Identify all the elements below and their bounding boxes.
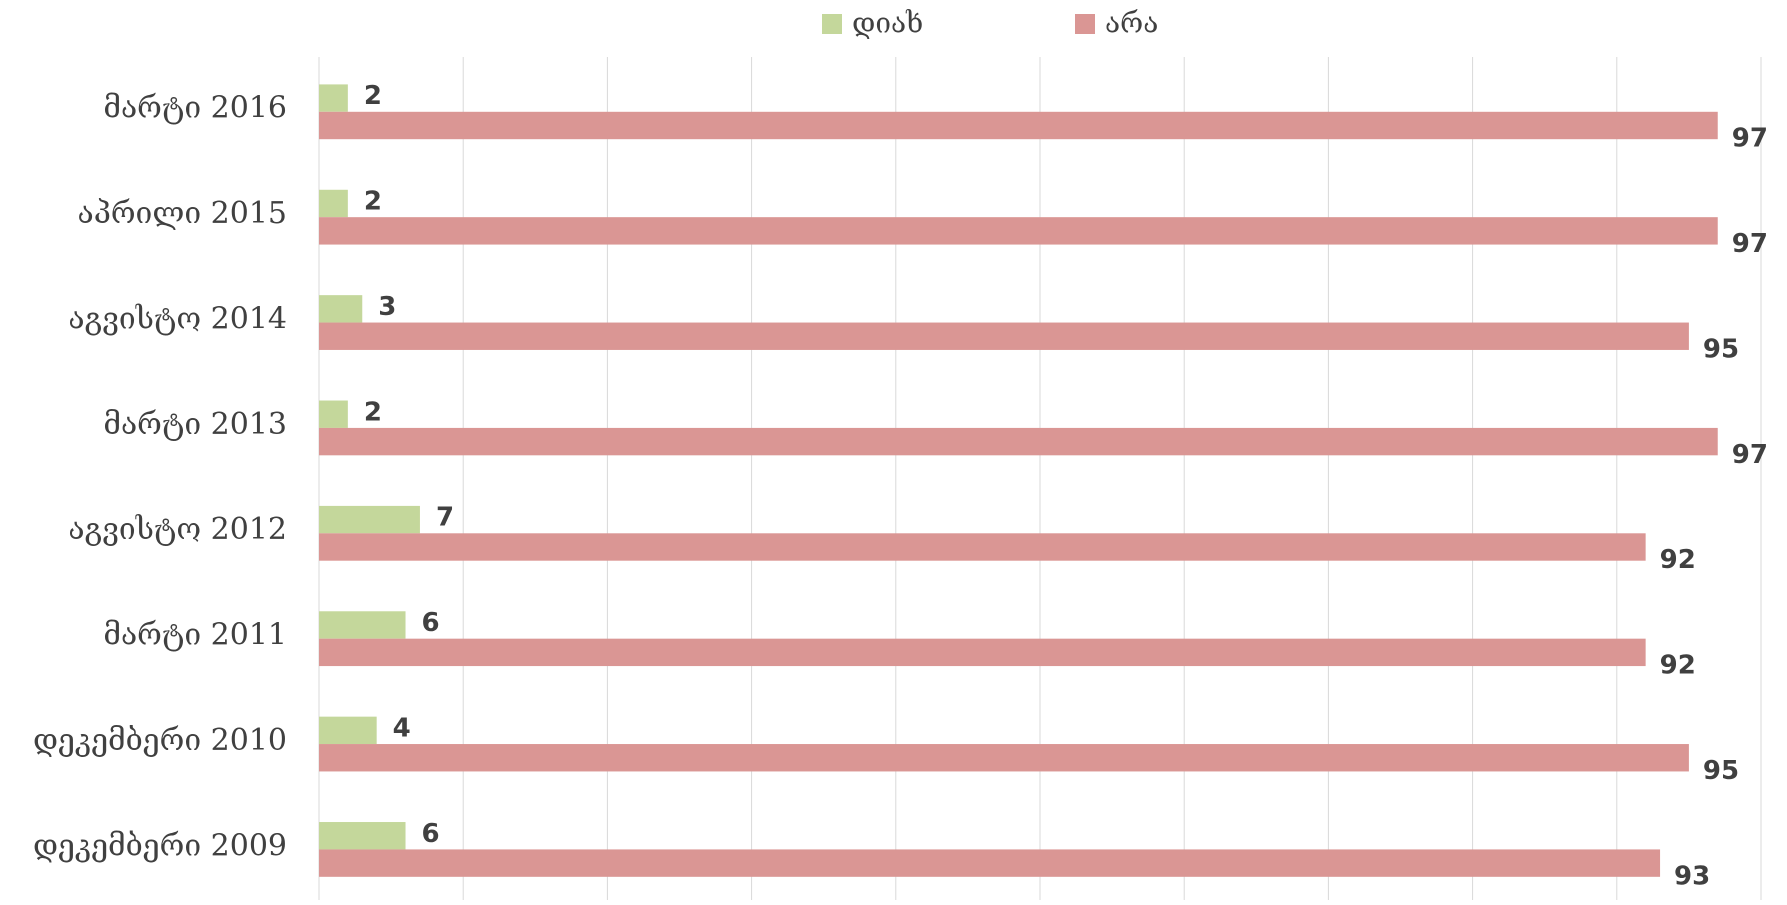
data-label: 92 [1660, 545, 1696, 575]
legend-label: არა [1105, 7, 1158, 40]
y-tick-label: აგვისტო 2014 [68, 301, 287, 336]
bar [319, 533, 1646, 561]
bar [319, 505, 420, 534]
bar [319, 849, 1661, 877]
bar [319, 217, 1718, 245]
legend-label: დიახ [852, 7, 923, 40]
y-tick-label: დეკემბერი 2009 [33, 828, 287, 863]
data-label: 95 [1703, 334, 1739, 364]
data-label: 97 [1732, 124, 1768, 154]
data-label: 6 [422, 608, 440, 638]
data-label: 6 [422, 819, 440, 849]
y-tick-label: მარტი 2013 [103, 407, 287, 442]
legend-swatch [822, 14, 842, 34]
data-label: 7 [436, 503, 454, 533]
bar [319, 822, 406, 850]
y-tick-label: აგვისტო 2012 [68, 512, 287, 547]
data-label: 92 [1660, 651, 1696, 681]
data-label: 2 [364, 81, 382, 111]
bar [319, 189, 348, 218]
data-label: 97 [1732, 440, 1768, 470]
bar [319, 716, 377, 745]
y-tick-label: დეკემბერი 2010 [33, 723, 287, 758]
y-tick-label: მარტი 2011 [103, 618, 287, 653]
data-label: 3 [378, 292, 396, 322]
bar [319, 611, 406, 639]
data-label: 2 [364, 187, 382, 217]
y-tick-label: აპრილი 2015 [78, 196, 287, 231]
bar [319, 400, 348, 428]
bar [319, 295, 363, 323]
bar [319, 744, 1689, 772]
data-label: 93 [1674, 861, 1710, 891]
data-label: 95 [1703, 756, 1739, 786]
data-label: 4 [393, 713, 411, 743]
bar [319, 84, 348, 112]
data-label: 97 [1732, 229, 1768, 259]
bar [319, 638, 1646, 667]
bar [319, 427, 1718, 456]
legend-swatch [1075, 14, 1095, 34]
bar [319, 111, 1718, 140]
bar [319, 322, 1689, 350]
y-tick-label: მარტი 2016 [103, 91, 287, 126]
data-label: 2 [364, 397, 382, 427]
